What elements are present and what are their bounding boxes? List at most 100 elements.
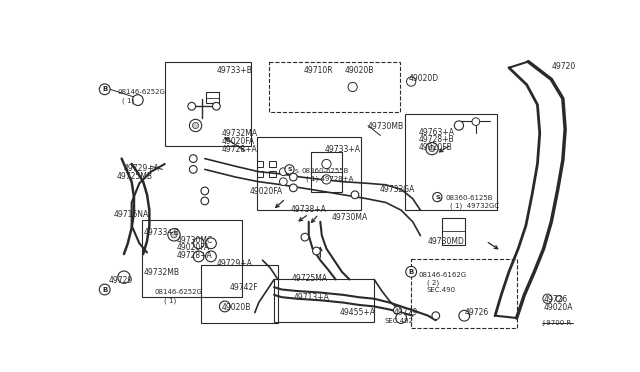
Circle shape: [301, 233, 308, 241]
Text: 49020B: 49020B: [345, 66, 374, 75]
Text: 49020B: 49020B: [221, 302, 251, 312]
Text: 08146-6252G: 08146-6252G: [155, 289, 203, 295]
Bar: [206, 92, 219, 103]
Circle shape: [394, 307, 401, 314]
Circle shape: [322, 159, 331, 169]
Circle shape: [406, 266, 417, 277]
Text: 49020FA: 49020FA: [177, 243, 210, 252]
Text: B: B: [102, 286, 108, 292]
Circle shape: [188, 102, 196, 110]
Text: 49730MC: 49730MC: [177, 235, 213, 245]
Circle shape: [132, 95, 143, 106]
Circle shape: [212, 102, 220, 110]
Text: ( 1) 49728+A: ( 1) 49728+A: [307, 176, 354, 182]
Text: 08360-6255B: 08360-6255B: [301, 168, 348, 174]
Bar: [141, 220, 242, 297]
Text: S: S: [435, 195, 440, 200]
Text: 49720: 49720: [551, 62, 575, 71]
Circle shape: [351, 191, 359, 199]
Text: ( 1): ( 1): [122, 98, 134, 104]
Text: 49732GA: 49732GA: [380, 185, 415, 194]
Text: 49020FA: 49020FA: [250, 187, 283, 196]
Text: ( 1): ( 1): [164, 297, 176, 304]
Text: 08146-6162G: 08146-6162G: [419, 272, 467, 278]
Bar: [405, 114, 497, 210]
Circle shape: [205, 238, 216, 249]
Bar: [257, 171, 263, 177]
Text: 49713+A: 49713+A: [293, 293, 329, 302]
Text: 49728+A: 49728+A: [177, 251, 213, 260]
Circle shape: [459, 310, 470, 321]
Text: 49455+A: 49455+A: [340, 308, 376, 317]
Text: S: S: [438, 197, 442, 202]
Text: 49728+A: 49728+A: [221, 145, 257, 154]
Bar: [269, 62, 399, 112]
Text: 49020FA: 49020FA: [221, 137, 255, 146]
Text: 49725MB: 49725MB: [117, 172, 153, 181]
Text: 49020A: 49020A: [543, 302, 573, 312]
Circle shape: [556, 296, 562, 302]
Circle shape: [289, 173, 297, 181]
Circle shape: [205, 251, 216, 262]
Text: ( 2): ( 2): [427, 279, 438, 286]
Text: 49728+B: 49728+B: [419, 135, 454, 144]
Text: 49763+A: 49763+A: [419, 128, 455, 137]
Circle shape: [289, 184, 297, 192]
Bar: [257, 161, 263, 167]
Circle shape: [396, 312, 406, 323]
Circle shape: [322, 175, 331, 184]
Circle shape: [426, 142, 438, 155]
Bar: [164, 62, 251, 146]
Circle shape: [280, 178, 287, 186]
Text: 49732MA: 49732MA: [221, 129, 258, 138]
Bar: [442, 218, 465, 245]
Text: 49742F: 49742F: [230, 283, 258, 292]
Text: 49730MB: 49730MB: [368, 122, 404, 131]
Text: 49730MA: 49730MA: [332, 212, 368, 221]
Circle shape: [433, 192, 442, 202]
Circle shape: [171, 232, 177, 238]
Circle shape: [220, 301, 230, 312]
Text: 49725MA: 49725MA: [292, 274, 328, 283]
Text: 49729: 49729: [109, 276, 133, 285]
Circle shape: [543, 294, 552, 303]
Circle shape: [168, 229, 180, 241]
Text: 49729+A: 49729+A: [123, 164, 159, 173]
Text: 49733+A: 49733+A: [324, 145, 360, 154]
Bar: [201, 265, 278, 323]
Bar: [257, 137, 361, 210]
Circle shape: [312, 247, 320, 255]
Circle shape: [193, 251, 204, 262]
Text: B: B: [102, 86, 108, 92]
Circle shape: [285, 165, 294, 174]
Text: SEC.492: SEC.492: [384, 318, 413, 324]
Text: 08360-6125B: 08360-6125B: [445, 195, 493, 201]
Text: 49020FB: 49020FB: [419, 143, 452, 152]
Circle shape: [189, 155, 197, 163]
Bar: [311, 153, 342, 192]
Text: B: B: [408, 269, 414, 275]
Text: S: S: [287, 167, 292, 172]
Text: 49726: 49726: [464, 308, 488, 317]
Text: 49729: 49729: [394, 308, 418, 317]
Text: 49716NA: 49716NA: [114, 210, 149, 219]
Text: 49732MB: 49732MB: [143, 268, 179, 277]
Circle shape: [99, 84, 110, 95]
Circle shape: [193, 238, 204, 249]
Text: 49729+A: 49729+A: [216, 259, 252, 268]
Text: 49710R: 49710R: [303, 66, 333, 75]
Circle shape: [348, 82, 357, 92]
Text: S: S: [295, 169, 299, 174]
Text: 49738+A: 49738+A: [291, 205, 327, 214]
Text: 49730MD: 49730MD: [428, 237, 465, 246]
Circle shape: [406, 77, 416, 86]
Text: SEC.490: SEC.490: [427, 287, 456, 293]
Circle shape: [201, 197, 209, 205]
Circle shape: [189, 166, 197, 173]
Circle shape: [454, 121, 463, 130]
Bar: [269, 161, 276, 167]
Circle shape: [193, 122, 198, 129]
Circle shape: [280, 168, 287, 176]
Text: 49733+B: 49733+B: [143, 228, 179, 237]
Bar: [411, 259, 517, 328]
